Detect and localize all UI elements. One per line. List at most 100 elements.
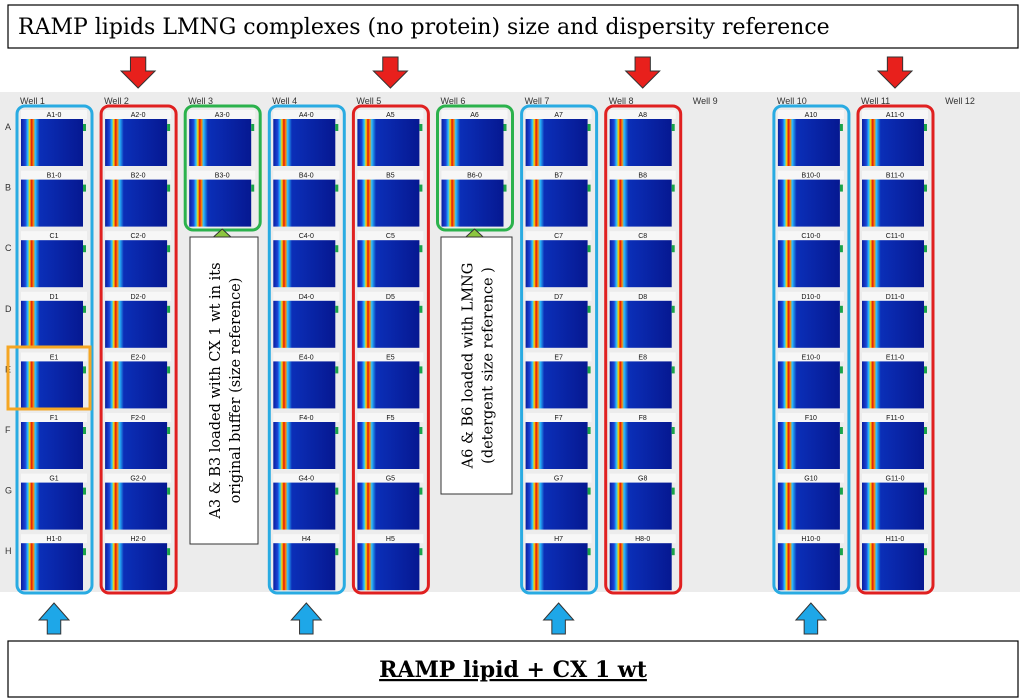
status-marker: [839, 548, 843, 556]
well-label: C5: [386, 233, 395, 240]
thumb-label-strip: [273, 534, 340, 544]
thumb-label-strip: [862, 534, 928, 544]
status-marker: [419, 487, 423, 495]
status-marker: [839, 487, 843, 495]
thumb-label-strip: [525, 534, 592, 544]
thumb-label-strip: [105, 231, 172, 241]
down-arrow: [372, 56, 409, 89]
thumb-label-strip: [609, 413, 676, 422]
thumbnail: [21, 240, 83, 288]
status-marker: [335, 366, 339, 374]
thumbnail: [105, 543, 168, 591]
thumbnail: [777, 179, 840, 227]
thumb-label-strip: [862, 170, 928, 180]
status-marker: [924, 305, 927, 313]
annotation-text: original buffer (size reference): [228, 278, 244, 504]
down-arrow: [876, 56, 914, 89]
highlight-outline: [6, 345, 92, 411]
thumb-label-strip: [609, 170, 676, 180]
thumbnail: [189, 179, 252, 227]
title: RAMP lipids LMNG complexes (no protein) …: [18, 15, 830, 40]
row-label: G: [5, 486, 12, 496]
well-label: B7: [554, 173, 563, 180]
thumb-label-strip: [357, 291, 424, 301]
thumbnail: [273, 119, 336, 166]
well-label: E5: [386, 354, 395, 361]
thumb-label-strip: [357, 473, 424, 483]
up-arrow: [37, 602, 71, 635]
well-label: F2-0: [131, 415, 146, 422]
status-marker: [671, 427, 675, 434]
well-label: C2-0: [131, 233, 146, 240]
column-header: Well 6: [441, 96, 466, 106]
well-label: B8: [638, 173, 647, 180]
thumbnail: [21, 422, 83, 469]
red-outline: [604, 104, 683, 595]
column-header: Well 1: [20, 96, 45, 106]
status-marker: [167, 487, 171, 495]
status-marker: [924, 548, 927, 556]
thumb-label-strip: [105, 291, 172, 301]
thumbnail: [862, 482, 924, 530]
annotation-text: A3 & B3 loaded with CX 1 wt in its: [208, 262, 224, 519]
well-label: D5: [386, 294, 395, 301]
thumb-label-strip: [525, 110, 592, 119]
blue-outline: [267, 104, 346, 595]
thumb-label-strip: [525, 413, 592, 422]
thumb-label-strip: [609, 291, 676, 301]
well-label: D4-0: [299, 294, 314, 301]
thumbnail: [357, 119, 420, 166]
thumb-label-strip: [273, 413, 340, 422]
thumb-label-strip: [21, 110, 87, 119]
well-label: H2-0: [131, 536, 146, 543]
well-label: A3-0: [215, 112, 230, 119]
thumb-label-strip: [777, 413, 844, 422]
status-marker: [419, 366, 423, 374]
status-marker: [167, 427, 171, 434]
thumb-label-strip: [273, 473, 340, 483]
annotation-text: (detergent size reference ): [481, 267, 497, 464]
well-label: B1-0: [47, 173, 62, 180]
thumb-label-strip: [105, 110, 172, 119]
thumbnail: [777, 119, 840, 166]
thumb-label-strip: [609, 352, 676, 362]
thumbnail: [862, 361, 924, 409]
column-header: Well 7: [525, 96, 550, 106]
status-marker: [419, 124, 423, 131]
thumbnail: [609, 422, 672, 469]
red-outline: [856, 104, 935, 595]
status-marker: [671, 548, 675, 556]
status-marker: [671, 245, 675, 253]
status-marker: [419, 245, 423, 253]
well-label: C4-0: [299, 233, 314, 240]
column-header: Well 12: [945, 96, 975, 106]
thumbnail: [525, 422, 588, 469]
thumb-label-strip: [862, 291, 928, 301]
thumb-label-strip: [609, 231, 676, 241]
well-label: F10: [805, 415, 817, 422]
status-marker: [924, 487, 927, 495]
thumb-label-strip: [189, 110, 256, 119]
row-label: F: [5, 425, 11, 435]
well-label: E1: [50, 354, 59, 361]
status-marker: [587, 245, 591, 253]
thumbnail: [21, 543, 83, 591]
up-arrow: [290, 602, 323, 635]
thumbnail: [609, 482, 672, 530]
status-marker: [335, 184, 339, 192]
thumb-label-strip: [357, 110, 424, 119]
well-label: B10-0: [802, 173, 821, 180]
well-label: H8-0: [635, 536, 650, 543]
status-marker: [839, 184, 843, 192]
blue-outline: [15, 104, 94, 595]
status-marker: [167, 124, 171, 131]
thumbnail: [357, 179, 420, 227]
thumb-label-strip: [862, 413, 928, 422]
thumbnail: [273, 543, 336, 591]
thumb-label-strip: [441, 170, 508, 180]
thumb-label-strip: [273, 231, 340, 241]
status-marker: [839, 305, 843, 313]
thumbnail: [273, 361, 336, 409]
